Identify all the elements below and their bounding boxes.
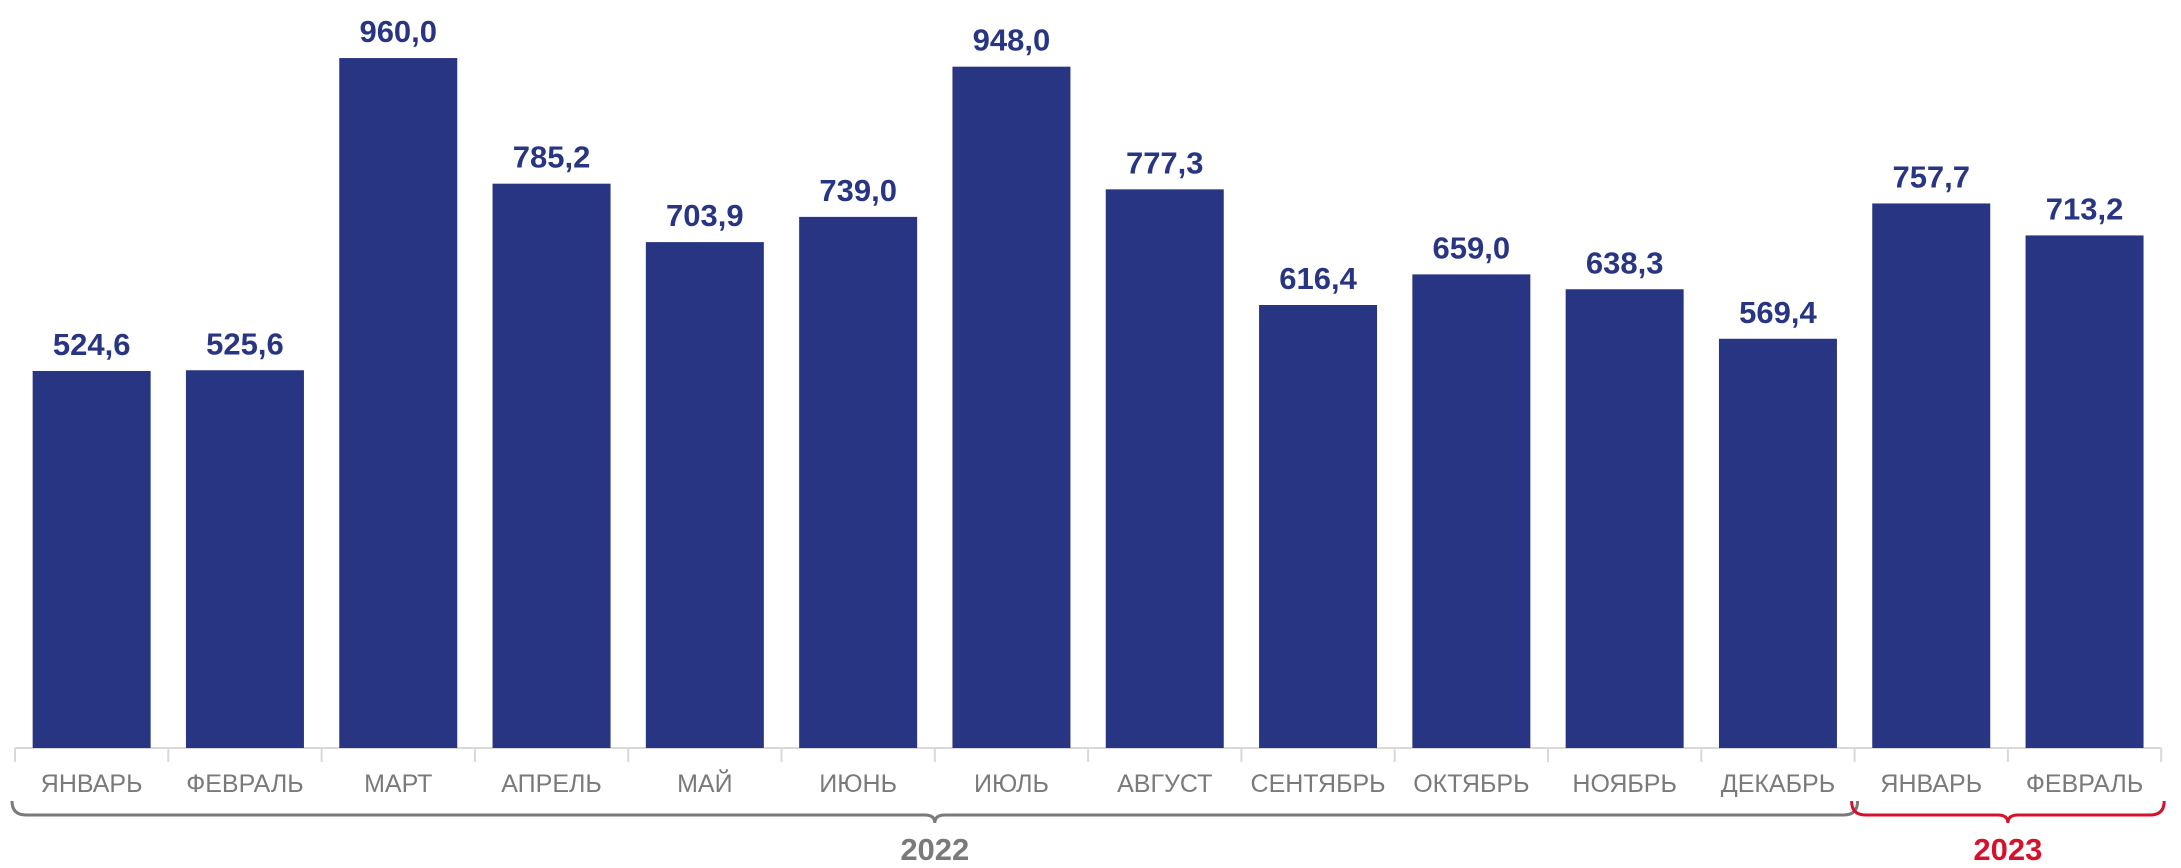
data-label: 948,0 [973, 23, 1051, 58]
x-tick-label: АВГУСТ [1117, 770, 1212, 798]
data-label: 713,2 [2046, 191, 2124, 226]
bar [645, 242, 764, 749]
data-label: 525,6 [206, 326, 284, 361]
bar [32, 370, 151, 748]
group-label: 2022 [900, 832, 969, 867]
x-tick-label: АПРЕЛЬ [501, 770, 602, 798]
data-label: 785,2 [513, 140, 591, 175]
bar [952, 66, 1071, 748]
x-tick-label: СЕНТЯБРЬ [1251, 770, 1386, 798]
x-tick-label: ФЕВРАЛЬ [186, 770, 303, 798]
data-label: 777,3 [1126, 145, 1204, 180]
bar [2025, 235, 2144, 748]
data-label: 616,4 [1279, 261, 1357, 296]
x-tick-label: МАРТ [364, 770, 432, 798]
x-tick-label: ДЕКАБРЬ [1721, 770, 1835, 798]
bar [339, 58, 458, 749]
x-tick-label: ИЮЛЬ [974, 770, 1049, 798]
bar [799, 216, 918, 748]
x-tick-label: ЯНВАРЬ [41, 770, 143, 798]
group-label: 2023 [1973, 832, 2042, 867]
x-tick-label: ИЮНЬ [819, 770, 897, 798]
data-label: 960,0 [359, 14, 437, 49]
x-tick-label: НОЯБРЬ [1572, 770, 1677, 798]
data-label: 703,9 [666, 198, 744, 233]
data-label: 739,0 [819, 173, 897, 208]
x-tick-label: ОКТЯБРЬ [1413, 770, 1529, 798]
x-tick-label: ЯНВАРЬ [1880, 770, 1982, 798]
bar [185, 370, 304, 748]
bar [1412, 274, 1531, 748]
group-bracket [1850, 800, 2166, 824]
bar [1259, 304, 1378, 748]
bar [492, 183, 611, 748]
bar [1105, 189, 1224, 748]
data-label: 638,3 [1586, 245, 1664, 280]
bar [1565, 289, 1684, 748]
data-label: 569,4 [1739, 295, 1817, 330]
bar [1718, 338, 1837, 748]
x-tick-label: ФЕВРАЛЬ [2026, 770, 2143, 798]
data-label: 659,0 [1433, 230, 1511, 265]
bar [1872, 203, 1991, 748]
group-bracket [10, 800, 1860, 824]
data-label: 524,6 [53, 327, 131, 362]
x-tick-label: МАЙ [677, 768, 732, 798]
data-label: 757,7 [1892, 159, 1970, 194]
